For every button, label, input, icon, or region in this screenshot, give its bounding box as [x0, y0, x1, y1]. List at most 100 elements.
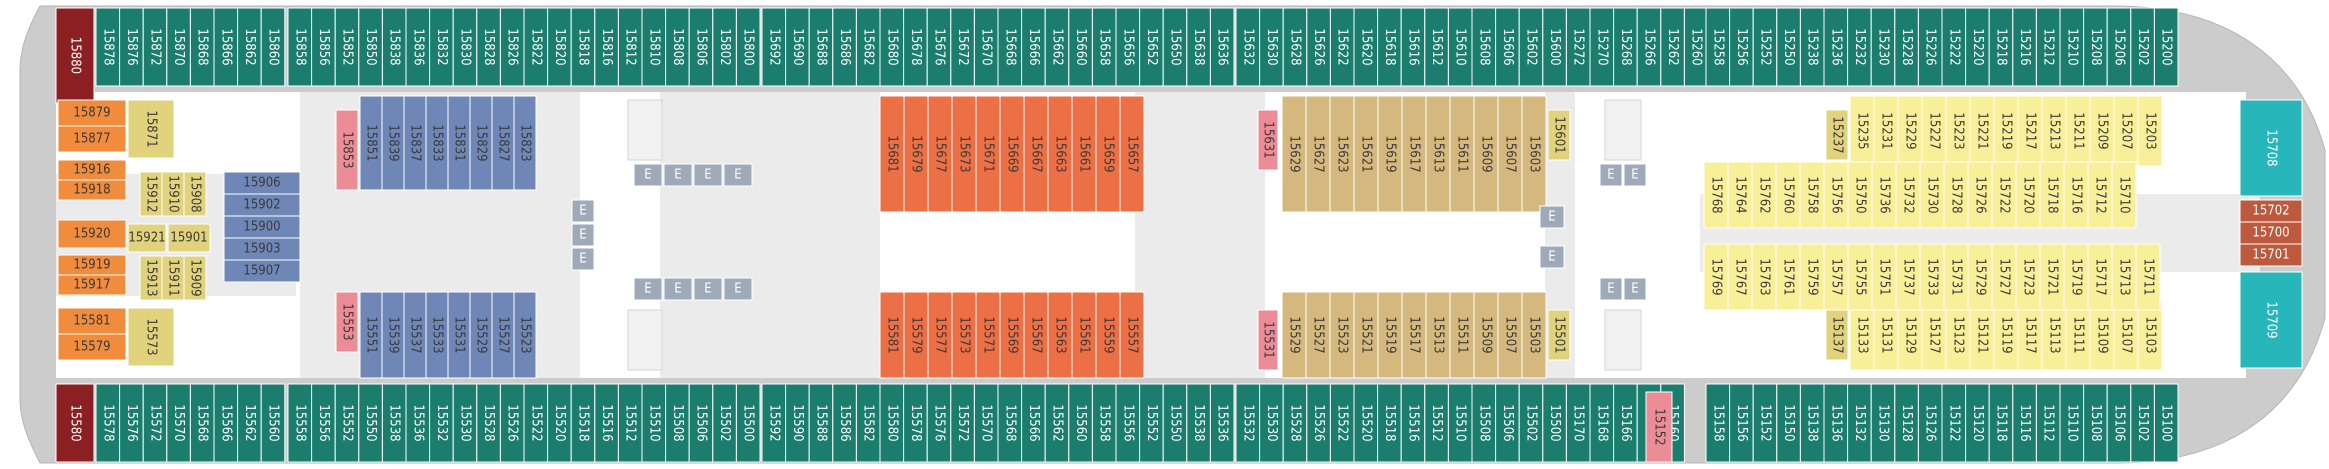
cabin-cell[interactable] — [1873, 299, 1899, 371]
cabin-15692[interactable]: 15692 — [761, 7, 787, 87]
cabin-15870[interactable]: 15870 — [166, 7, 191, 87]
cabin-15700[interactable]: 15700 — [2239, 221, 2303, 245]
cabin-15501[interactable]: 15501 — [1547, 309, 1571, 361]
cabin-15571[interactable]: 15571 — [975, 291, 1001, 379]
cabin-cell[interactable] — [2153, 383, 2179, 463]
cabin-15121[interactable]: 15121 — [1969, 299, 1995, 371]
cabin-15520[interactable]: 15520 — [547, 383, 572, 463]
cabin-15136[interactable]: 15136 — [1823, 383, 1849, 463]
cabin-15521[interactable]: 15521 — [1353, 291, 1379, 379]
cabin-15102[interactable]: 15102 — [2130, 383, 2155, 463]
cabin-15532[interactable]: 15532 — [429, 383, 454, 463]
cabin-15106[interactable]: 15106 — [2106, 383, 2132, 463]
cabin-15510[interactable]: 15510 — [641, 383, 667, 463]
cabin-15537[interactable]: 15537 — [403, 291, 427, 379]
cabin-cell[interactable] — [1751, 243, 1777, 311]
cabin-15716[interactable]: 15716 — [2063, 161, 2089, 229]
cabin-15856[interactable]: 15856 — [311, 7, 336, 87]
cabin-15579[interactable]: 15579 — [57, 333, 127, 361]
cabin-15129[interactable]: 15129 — [1897, 299, 1923, 371]
cabin-15607[interactable]: 15607 — [1497, 95, 1523, 213]
cabin-15506[interactable]: 15506 — [1495, 383, 1520, 463]
cabin-15831[interactable]: 15831 — [447, 95, 471, 191]
cabin-15623[interactable]: 15623 — [1329, 95, 1355, 213]
cabin-15502[interactable]: 15502 — [1518, 383, 1544, 463]
cabin-cell[interactable] — [975, 95, 1001, 213]
cabin-cell[interactable] — [1921, 299, 1947, 371]
cabin-15519[interactable]: 15519 — [1377, 291, 1403, 379]
cabin-15580[interactable]: 15580 — [55, 383, 95, 463]
cabin-15816[interactable]: 15816 — [594, 7, 619, 87]
cabin-cell[interactable] — [57, 274, 127, 296]
cabin-15113[interactable]: 15113 — [2041, 299, 2067, 371]
cabin-15612[interactable]: 15612 — [1424, 7, 1449, 87]
cabin-15590[interactable]: 15590 — [785, 383, 810, 463]
cabin-15523[interactable]: 15523 — [513, 291, 537, 379]
cabin-15760[interactable]: 15760 — [1775, 161, 1801, 229]
cabin-cell[interactable] — [2065, 299, 2091, 371]
cabin-15606[interactable]: 15606 — [1495, 7, 1520, 87]
cabin-cell[interactable] — [951, 95, 977, 213]
cabin-cell[interactable] — [1645, 391, 1673, 463]
cabin-15212[interactable]: 15212 — [2035, 7, 2061, 87]
cabin-15678[interactable]: 15678 — [903, 7, 928, 87]
cabin-15256[interactable]: 15256 — [1729, 7, 1754, 87]
cabin-15658[interactable]: 15658 — [1091, 7, 1117, 87]
cabin-15518[interactable]: 15518 — [1377, 383, 1402, 463]
cabin-cell[interactable] — [1119, 95, 1145, 213]
cabin-15527[interactable]: 15527 — [1305, 291, 1331, 379]
cabin-cell[interactable] — [1895, 243, 1921, 311]
cabin-15662[interactable]: 15662 — [1044, 7, 1070, 87]
cabin-15628[interactable]: 15628 — [1282, 7, 1308, 87]
cabin-15650[interactable]: 15650 — [1162, 7, 1188, 87]
cabin-15833[interactable]: 15833 — [425, 95, 449, 191]
cabin-15559[interactable]: 15559 — [1095, 291, 1121, 379]
cabin-15209[interactable]: 15209 — [2089, 95, 2115, 167]
cabin-15128[interactable]: 15128 — [1894, 383, 1919, 463]
cabin-15858[interactable]: 15858 — [287, 7, 313, 87]
cabin-15538[interactable]: 15538 — [1186, 383, 1211, 463]
cabin-15921[interactable]: 15921 — [127, 223, 167, 253]
cabin-15866[interactable]: 15866 — [213, 7, 239, 87]
cabin-15609[interactable]: 15609 — [1473, 95, 1499, 213]
cabin-15223[interactable]: 15223 — [1945, 95, 1971, 167]
cabin-cell[interactable] — [1823, 161, 1849, 229]
cabin-15660[interactable]: 15660 — [1068, 7, 1093, 87]
cabin-15732[interactable]: 15732 — [1895, 161, 1921, 229]
cabin-cell[interactable] — [879, 291, 905, 379]
cabin-15516[interactable]: 15516 — [1400, 383, 1426, 463]
cabin-15531[interactable]: 15531 — [1257, 309, 1279, 371]
cabin-15236[interactable]: 15236 — [1823, 7, 1849, 87]
cabin-15200[interactable]: 15200 — [2153, 7, 2179, 87]
cabin-15828[interactable]: 15828 — [476, 7, 501, 87]
cabin-cell[interactable] — [1449, 95, 1475, 213]
cabin-15759[interactable]: 15759 — [1799, 243, 1825, 311]
cabin-15769[interactable]: 15769 — [1703, 243, 1729, 311]
cabin-15563[interactable]: 15563 — [1047, 291, 1073, 379]
cabin-cell[interactable] — [999, 95, 1025, 213]
cabin-15722[interactable]: 15722 — [1991, 161, 2017, 229]
cabin-15107[interactable]: 15107 — [2113, 299, 2139, 371]
cabin-cell[interactable] — [1871, 161, 1897, 229]
cabin-cell[interactable] — [2153, 7, 2179, 87]
cabin-15262[interactable]: 15262 — [1660, 7, 1685, 87]
cabin-15152[interactable]: 15152 — [1645, 391, 1673, 463]
cabin-15516[interactable]: 15516 — [594, 383, 619, 463]
cabin-15820[interactable]: 15820 — [547, 7, 572, 87]
cabin-15579[interactable]: 15579 — [903, 291, 929, 379]
cabin-cell[interactable] — [2015, 243, 2041, 311]
cabin-15578[interactable]: 15578 — [95, 383, 121, 463]
cabin-cell[interactable] — [1353, 95, 1379, 213]
cabin-cell[interactable] — [1919, 243, 1945, 311]
cabin-cell[interactable] — [735, 383, 761, 463]
cabin-15755[interactable]: 15755 — [1847, 243, 1873, 311]
cabin-cell[interactable] — [1703, 161, 1729, 229]
cabin-15806[interactable]: 15806 — [688, 7, 714, 87]
cabin-15550[interactable]: 15550 — [1162, 383, 1188, 463]
cabin-cell[interactable] — [335, 291, 359, 353]
cabin-15622[interactable]: 15622 — [1329, 7, 1355, 87]
cabin-15572[interactable]: 15572 — [950, 383, 975, 463]
cabin-15103[interactable]: 15103 — [2137, 299, 2163, 371]
cabin-15757[interactable]: 15757 — [1823, 243, 1849, 311]
cabin-15117[interactable]: 15117 — [2017, 299, 2043, 371]
